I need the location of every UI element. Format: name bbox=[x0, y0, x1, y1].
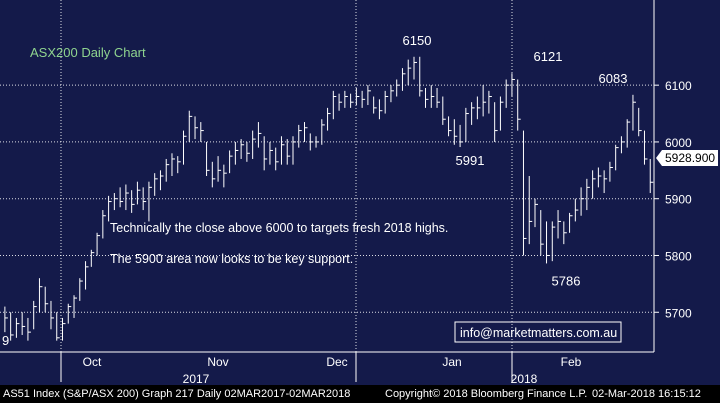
y-tick-label: 5900 bbox=[665, 193, 692, 207]
last-price-tag-shape bbox=[656, 150, 718, 166]
y-tick-label: 6000 bbox=[665, 136, 692, 150]
commentary-line-1: Technically the close above 6000 to targ… bbox=[110, 221, 448, 235]
x-month-label: Jan bbox=[442, 355, 461, 369]
footer-copyright: Copyright© 2018 Bloomberg Finance L.P. bbox=[385, 388, 588, 400]
x-year-label: 2017 bbox=[183, 372, 210, 385]
price-annotations: 6150 6121 6083 5991 5786 bbox=[403, 33, 628, 289]
y-tick-label: 5800 bbox=[665, 249, 692, 263]
watermark-text: info@marketmatters.com.au bbox=[460, 326, 617, 340]
price-chart: 5700 5800 5900 6000 6100 Oct Nov Dec Jan Feb 2017… bbox=[0, 0, 720, 385]
footer-timestamp: 02-Mar-2018 16:15:12 bbox=[592, 388, 701, 400]
y-tick-label: 5700 bbox=[665, 306, 692, 320]
price-annotation: 6121 bbox=[534, 49, 563, 64]
commentary-line-2: The 5900 area now looks to be key suppor… bbox=[110, 252, 353, 266]
y-tick-labels: 5700 5800 5900 6000 6100 bbox=[654, 79, 692, 320]
chart-title: ASX200 Daily Chart bbox=[30, 45, 146, 60]
x-month-label: Oct bbox=[83, 355, 102, 369]
price-annotation: 5786 bbox=[552, 273, 581, 288]
x-tick-labels: Oct Nov Dec Jan Feb 2017 2018 bbox=[60, 352, 582, 385]
price-annotation: 6083 bbox=[599, 71, 628, 86]
left-edge-label: 9 bbox=[2, 333, 9, 348]
watermark-frame bbox=[454, 321, 622, 343]
price-bars bbox=[4, 56, 654, 341]
last-price-value: 5928.900 bbox=[665, 151, 715, 165]
axes bbox=[0, 0, 655, 353]
x-month-label: Dec bbox=[326, 355, 347, 369]
x-month-label: Nov bbox=[207, 355, 228, 369]
y-tick-label: 6100 bbox=[665, 79, 692, 93]
footer-bar: AS51 Index (S&P/ASX 200) Graph 217 Daily… bbox=[0, 385, 720, 403]
watermark-box: info@marketmatters.com.au bbox=[454, 321, 622, 343]
price-annotation: 6150 bbox=[403, 33, 432, 48]
footer-security-info: AS51 Index (S&P/ASX 200) Graph 217 Daily… bbox=[3, 388, 351, 400]
price-annotation: 5991 bbox=[456, 153, 485, 168]
last-price-tag: 5928.900 bbox=[656, 150, 718, 166]
x-year-label: 2018 bbox=[511, 372, 538, 385]
x-month-label: Feb bbox=[561, 355, 582, 369]
